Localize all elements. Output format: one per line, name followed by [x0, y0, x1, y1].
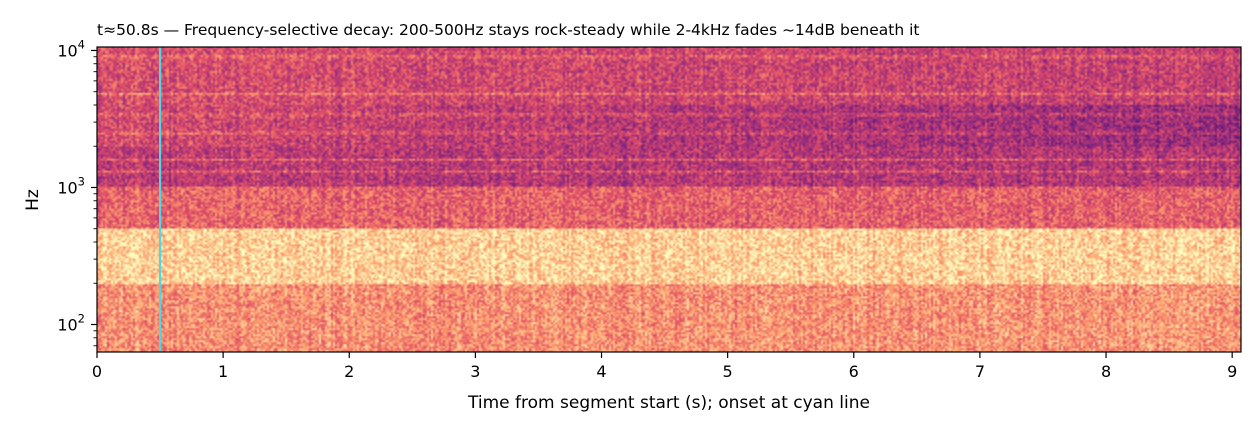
- x-axis-label: Time from segment start (s); onset at cy…: [467, 393, 870, 413]
- x-tick-label: 4: [596, 362, 606, 381]
- chart-title: t≈50.8s — Frequency-selective decay: 200…: [97, 21, 920, 39]
- x-tick-label: 1: [218, 362, 228, 381]
- spectrogram-heatmap: [97, 47, 1241, 352]
- x-tick-label: 2: [344, 362, 354, 381]
- x-axis: 0 1 2 3 4 5 6 7 8 9: [92, 352, 1237, 381]
- x-tick-label: 6: [849, 362, 859, 381]
- x-tick-label: 3: [470, 362, 480, 381]
- plot-frame: [96, 46, 1242, 353]
- x-tick-label: 8: [1101, 362, 1111, 381]
- x-tick-label: 7: [975, 362, 985, 381]
- y-tick-label: 103: [57, 174, 85, 197]
- y-tick-label: 102: [57, 312, 85, 335]
- y-tick-label: 104: [57, 37, 85, 60]
- y-axis-minor-ticks: [93, 56, 97, 347]
- plot-area: [96, 46, 1242, 353]
- x-tick-label: 5: [723, 362, 733, 381]
- x-tick-label: 0: [92, 362, 102, 381]
- x-tick-label: 9: [1227, 362, 1237, 381]
- y-axis: 102 103 104: [57, 37, 97, 335]
- y-axis-label: Hz: [23, 189, 43, 211]
